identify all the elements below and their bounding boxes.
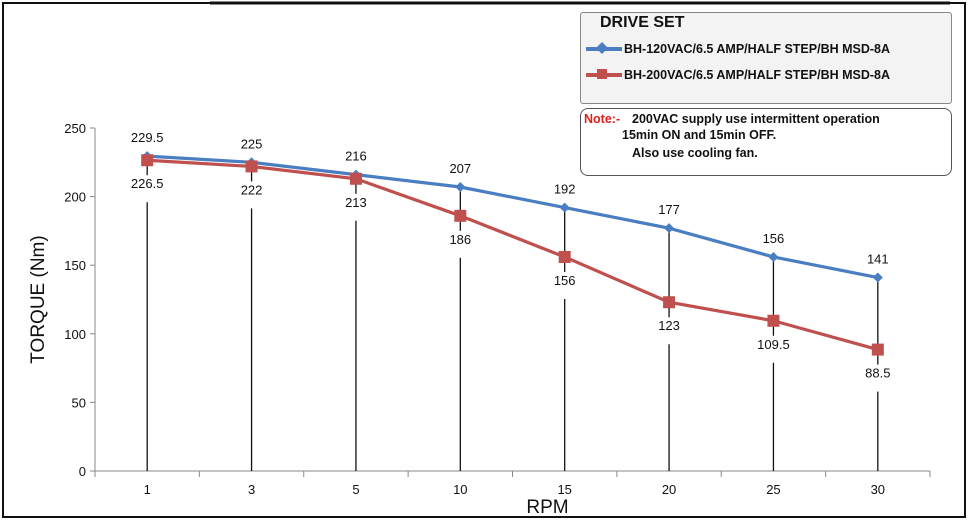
series-1-data-label: 88.5: [865, 366, 890, 381]
legend-title: DRIVE SET: [600, 14, 685, 31]
y-axis-title: TORQUE (Nm): [28, 235, 49, 363]
y-tick-label: 250: [64, 121, 86, 136]
series-1-data-label: 213: [345, 195, 367, 210]
series-1-data-label-bg: [237, 181, 266, 199]
series-0-data-label: 225: [241, 136, 263, 151]
series-1-data-label: 226.5: [131, 176, 164, 191]
series-0-data-label: 192: [554, 182, 576, 197]
x-tick-label: 10: [453, 482, 467, 497]
series-0-data-label: 177: [658, 202, 680, 217]
y-tick-label: 200: [64, 190, 86, 205]
series-1-point: [663, 296, 676, 309]
x-tick-label: 20: [662, 482, 676, 497]
series-1-data-label-bg: [751, 335, 796, 353]
series-1-point: [245, 160, 258, 173]
y-tick-label: 50: [72, 395, 86, 410]
legend-label-200vac: BH-200VAC/6.5 AMP/HALF STEP/BH MSD-8A: [624, 68, 891, 82]
series-0-data-label: 156: [763, 231, 785, 246]
x-axis-title: RPM: [526, 497, 568, 518]
series-1-data-label: 109.5: [757, 337, 790, 352]
series-1-data-label: 222: [241, 182, 263, 197]
legend-item-200vac: BH-200VAC/6.5 AMP/HALF STEP/BH MSD-8A: [586, 68, 890, 82]
legend-label-120vac: BH-120VAC/6.5 AMP/HALF STEP/BH MSD-8A: [624, 42, 891, 56]
series-0-point: [455, 181, 466, 192]
x-tick-label: 1: [144, 482, 151, 497]
series-1-point: [454, 209, 467, 222]
series-0-point: [664, 223, 675, 234]
series-1-point: [349, 172, 362, 185]
legend-item-120vac: BH-120VAC/6.5 AMP/HALF STEP/BH MSD-8A: [586, 42, 890, 56]
series-1-data-label-bg: [654, 317, 684, 335]
series-0-data-label: 141: [867, 252, 889, 267]
note-line-1: 200VAC supply use intermittent operation: [632, 112, 880, 126]
series-1-point: [767, 314, 780, 327]
y-tick-label: 100: [64, 327, 86, 342]
series-1-data-label-bg: [125, 175, 169, 193]
series-1-data-label: 186: [449, 232, 471, 247]
series-1-point: [558, 250, 571, 263]
x-tick-label: 3: [248, 482, 255, 497]
note-label: Note:-: [584, 112, 621, 126]
series-1-point: [141, 154, 154, 167]
plot-area: 0 50 100 150 200 250 1 3 5 10 15 20 25 30 RPM TORQUE (N…: [28, 121, 931, 518]
y-tick-label: 0: [79, 464, 86, 479]
note-line-3: Also use cooling fan.: [632, 146, 758, 160]
series-0-data-label: 216: [345, 149, 367, 164]
legend-swatch-120vac: [586, 42, 622, 56]
y-tick-label: 150: [64, 258, 86, 273]
legend-swatch-200vac: [586, 68, 622, 82]
series-1-data-label-bg: [446, 230, 475, 248]
note-box: [580, 108, 952, 176]
series-1-data-label-bg: [550, 271, 579, 289]
series-0-data-label: 229.5: [131, 130, 164, 145]
legend-box: [580, 12, 952, 104]
series-line-1: [147, 158, 879, 352]
series-1-data-label-bg: [341, 193, 371, 211]
series-0-point: [872, 272, 883, 283]
x-tick-label: 5: [352, 482, 359, 497]
series-0-data-label: 207: [449, 161, 471, 176]
series-1-point: [871, 343, 884, 356]
series-0-point: [768, 251, 779, 262]
series-1-data-label-bg: [859, 364, 896, 382]
series-line-0: [147, 154, 879, 280]
x-tick-label: 15: [557, 482, 571, 497]
x-tick-label: 25: [766, 482, 780, 497]
series-0-point: [559, 202, 570, 213]
x-tick-label: 30: [871, 482, 885, 497]
series-1-data-label: 156: [554, 273, 576, 288]
series-1-data-label: 123: [658, 318, 680, 333]
note-line-2: 15min ON and 15min OFF.: [622, 128, 777, 142]
